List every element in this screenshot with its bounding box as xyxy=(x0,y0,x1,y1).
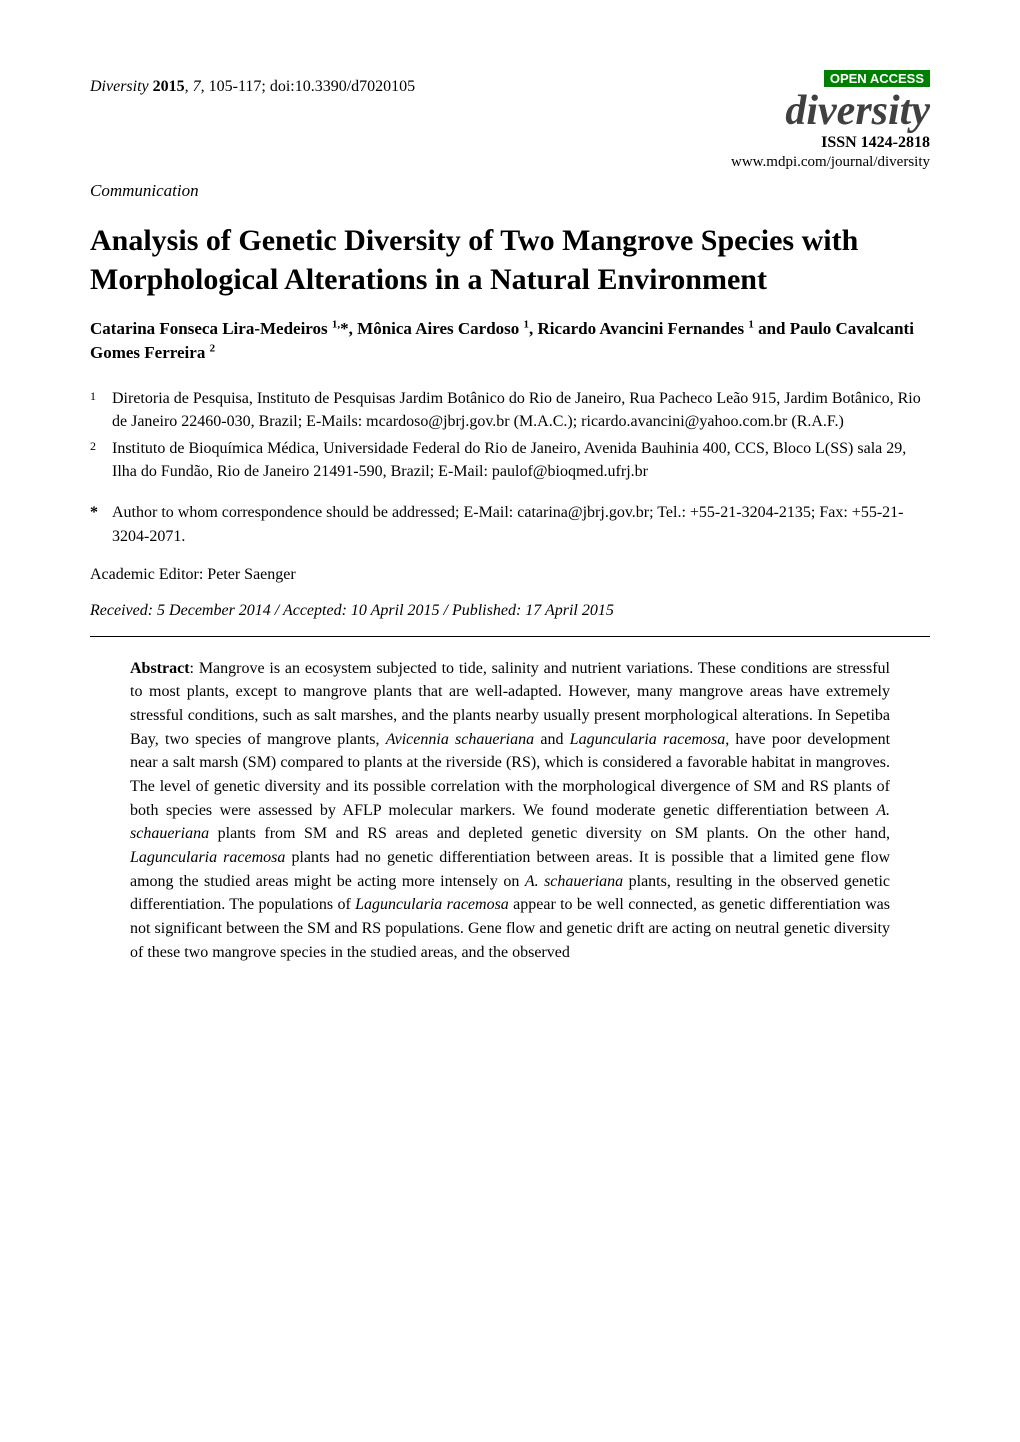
article-type: Communication xyxy=(90,181,930,201)
journal-url: www.mdpi.com/journal/diversity xyxy=(731,154,930,171)
journal-doi: doi:10.3390/d7020105 xyxy=(270,78,415,95)
authors-line: Catarina Fonseca Lira-Medeiros 1,*, Môni… xyxy=(90,317,930,365)
article-title: Analysis of Genetic Diversity of Two Man… xyxy=(90,221,930,299)
academic-editor: Academic Editor: Peter Saenger xyxy=(90,566,930,584)
affiliation-number: 2 xyxy=(90,437,112,483)
journal-logo: diversity xyxy=(731,90,930,132)
journal-volume: 7 xyxy=(193,78,201,95)
corresponding-text: Author to whom correspondence should be … xyxy=(112,501,930,547)
abstract-text: : Mangrove is an ecosystem subjected to … xyxy=(130,660,890,961)
corresponding-marker: * xyxy=(90,501,112,547)
abstract: Abstract: Mangrove is an ecosystem subje… xyxy=(90,657,930,965)
affiliations: 1 Diretoria de Pesquisa, Instituto de Pe… xyxy=(90,387,930,484)
corresponding-author: * Author to whom correspondence should b… xyxy=(90,501,930,547)
affiliation-number: 1 xyxy=(90,387,112,433)
affiliation-text: Instituto de Bioquímica Médica, Universi… xyxy=(112,437,930,483)
affiliation-item: 1 Diretoria de Pesquisa, Instituto de Pe… xyxy=(90,387,930,433)
divider xyxy=(90,636,930,637)
journal-year: 2015 xyxy=(153,78,185,95)
journal-pages: 105-117 xyxy=(209,78,262,95)
logo-block: OPEN ACCESS diversity ISSN 1424-2818 www… xyxy=(731,70,930,171)
header-row: Diversity 2015, 7, 105-117; doi:10.3390/… xyxy=(90,70,930,171)
issn: ISSN 1424-2818 xyxy=(731,134,930,152)
article-dates: Received: 5 December 2014 / Accepted: 10… xyxy=(90,602,930,620)
affiliation-text: Diretoria de Pesquisa, Instituto de Pesq… xyxy=(112,387,930,433)
affiliation-item: 2 Instituto de Bioquímica Médica, Univer… xyxy=(90,437,930,483)
open-access-label: OPEN ACCESS xyxy=(824,70,930,87)
open-access-badge: OPEN ACCESS xyxy=(731,70,930,88)
journal-citation: Diversity 2015, 7, 105-117; doi:10.3390/… xyxy=(90,70,415,96)
journal-name: Diversity xyxy=(90,78,149,95)
abstract-label: Abstract xyxy=(130,660,190,677)
